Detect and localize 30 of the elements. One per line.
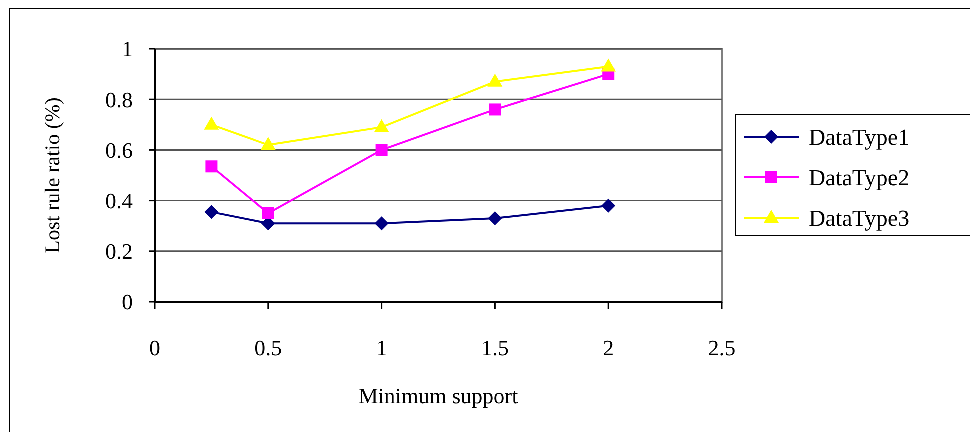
x-tick-label: 1 [376, 336, 388, 361]
y-tick-label: 1 [122, 36, 133, 62]
point [601, 58, 616, 72]
legend-label: DataType1 [809, 125, 910, 150]
point [488, 212, 502, 226]
y-tick-label: 0.4 [106, 188, 133, 214]
point [262, 207, 274, 220]
point [374, 119, 390, 132]
y-axis-title: Lost rule ratio (%) [40, 98, 64, 254]
point [374, 216, 389, 231]
y-tick-label: 0.2 [106, 239, 133, 264]
x-tick-label: 2.5 [708, 336, 736, 361]
point [489, 104, 502, 116]
y-tick-label: 0 [122, 290, 133, 315]
y-tick-label: 0.6 [106, 138, 133, 163]
x-tick-label: 0.5 [254, 336, 282, 361]
point [206, 160, 218, 173]
point [376, 144, 388, 156]
x-tick-label: 2 [603, 336, 614, 361]
legend-label: DataType3 [809, 206, 910, 232]
x-tick-label: 0 [150, 336, 160, 361]
legend-label: DataType2 [809, 166, 910, 191]
x-tick-label: 1.5 [481, 336, 509, 361]
point [204, 116, 220, 130]
x-axis-title: Minimum support [358, 384, 518, 409]
point [260, 137, 276, 150]
point [488, 74, 503, 87]
y-tick-label: 0.8 [106, 87, 133, 112]
point [602, 198, 616, 213]
point [204, 205, 219, 220]
